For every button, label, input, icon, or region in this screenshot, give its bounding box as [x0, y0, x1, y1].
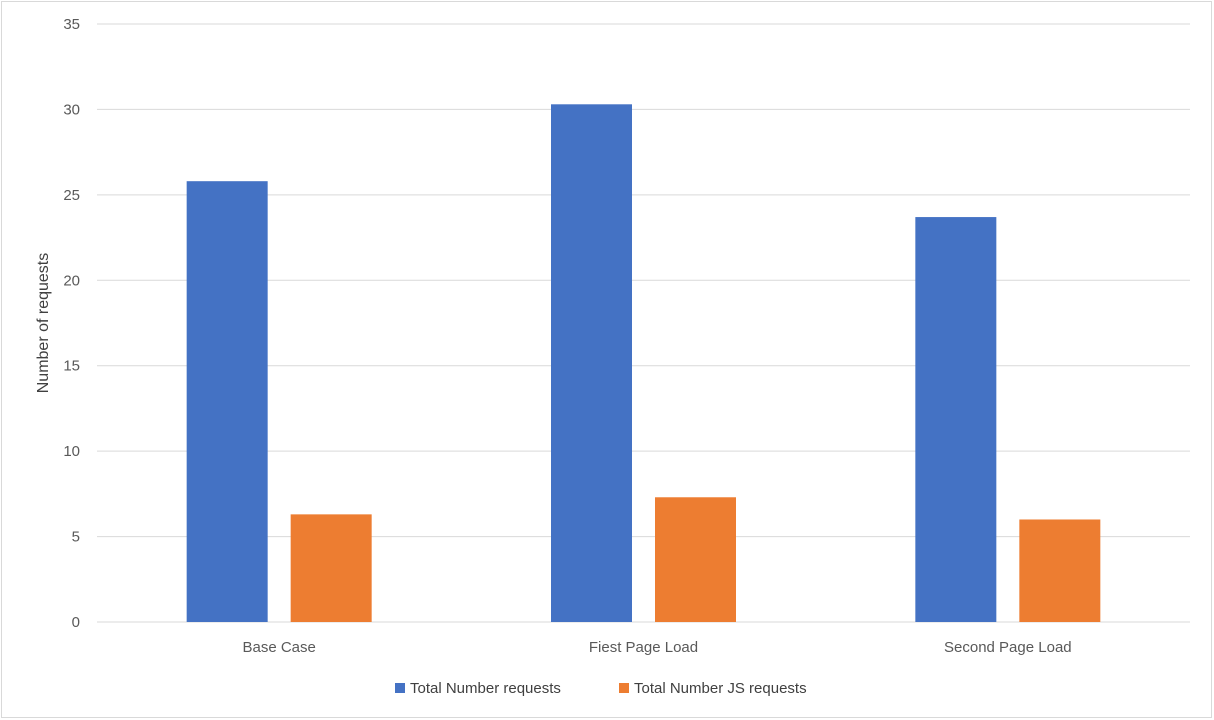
x-axis-ticks: Base Case Fiest Page Load Second Page Load [242, 639, 1071, 656]
bar-total-requests [551, 104, 632, 622]
y-tick-label: 10 [63, 443, 80, 460]
bar-js-requests [290, 514, 372, 622]
y-tick-label: 35 [63, 16, 80, 33]
legend-label: Total Number JS requests [634, 680, 807, 697]
bars [186, 104, 1101, 622]
y-tick-label: 15 [63, 358, 80, 375]
y-tick-label: 5 [72, 529, 80, 546]
legend: Total Number requests Total Number JS req… [395, 680, 807, 697]
y-tick-label: 25 [63, 187, 80, 204]
bar-js-requests [1019, 519, 1101, 622]
x-tick-label: Second Page Load [944, 639, 1072, 656]
y-tick-label: 30 [63, 101, 80, 118]
x-tick-label: Fiest Page Load [589, 639, 698, 656]
legend-swatch [619, 683, 629, 693]
y-tick-label: 0 [72, 614, 80, 631]
legend-label: Total Number requests [410, 680, 561, 697]
y-tick-label: 20 [63, 272, 80, 289]
bar-js-requests [655, 497, 736, 622]
x-tick-label: Base Case [242, 639, 315, 656]
bar-total-requests [915, 217, 997, 622]
y-axis-ticks: 0 5 10 15 20 25 30 35 [63, 16, 80, 631]
gridlines [97, 23, 1190, 623]
legend-swatch [395, 683, 405, 693]
bar-total-requests [186, 181, 268, 622]
y-axis-title: Number of requests [35, 253, 52, 394]
